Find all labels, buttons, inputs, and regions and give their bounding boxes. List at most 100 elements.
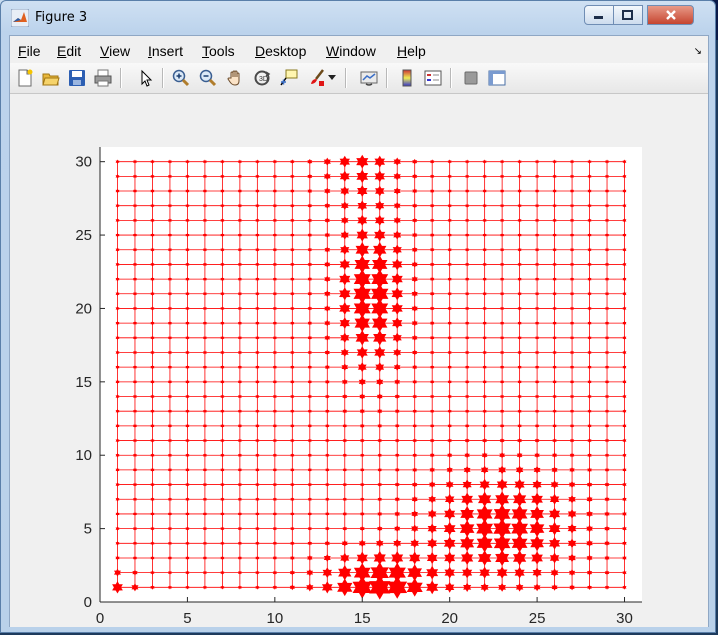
dock-arrow-icon[interactable]: ↘ <box>693 46 702 57</box>
data-point <box>587 188 592 194</box>
menu-tools[interactable]: Tools <box>202 43 235 59</box>
link-plot-icon[interactable] <box>358 67 380 89</box>
scatter-plot[interactable]: 0 5 10 15 20 25 30 0 5 10 15 20 25 30 <box>10 94 708 627</box>
figure-canvas[interactable]: 0 5 10 15 20 25 30 0 5 10 15 20 25 30 <box>10 94 708 627</box>
data-point <box>605 364 609 370</box>
legend-icon[interactable] <box>422 67 444 89</box>
data-point <box>237 188 242 194</box>
data-point <box>500 203 505 208</box>
data-point <box>516 452 523 459</box>
data-point <box>374 228 386 242</box>
data-point <box>340 552 350 564</box>
data-point <box>535 218 539 223</box>
data-point <box>133 276 137 282</box>
data-point <box>290 526 295 531</box>
data-point <box>369 575 391 600</box>
data-point <box>447 306 452 311</box>
data-point <box>430 320 435 326</box>
data-point <box>203 262 207 267</box>
data-point <box>168 570 172 575</box>
data-point <box>185 379 190 385</box>
brush-dropdown-chevron-down-icon[interactable] <box>326 67 338 89</box>
data-point <box>150 174 155 179</box>
data-point <box>356 346 368 359</box>
print-icon[interactable] <box>92 67 114 89</box>
data-point <box>394 481 400 488</box>
data-point <box>150 408 155 414</box>
data-point <box>622 262 627 267</box>
maximize-button[interactable] <box>613 5 643 25</box>
zoom-in-icon[interactable] <box>170 67 192 89</box>
pan-icon[interactable] <box>224 67 246 89</box>
data-cursor-icon[interactable] <box>278 67 300 89</box>
data-point <box>272 350 277 355</box>
show-plot-tools-icon[interactable] <box>486 67 508 89</box>
data-point <box>168 467 172 473</box>
data-point <box>392 332 402 344</box>
data-point <box>552 350 557 355</box>
data-point <box>131 583 139 592</box>
menu-file[interactable]: File <box>18 43 41 59</box>
data-point <box>371 298 389 319</box>
menu-insert[interactable]: Insert <box>148 43 184 59</box>
title-bar[interactable]: Figure 3 <box>1 1 717 35</box>
data-point <box>325 408 330 414</box>
data-point <box>391 287 403 301</box>
data-point <box>133 320 137 326</box>
data-point <box>290 291 295 296</box>
menu-edit[interactable]: Edit <box>57 43 82 59</box>
edit-plot-icon[interactable] <box>135 67 157 89</box>
minimize-button[interactable] <box>584 5 614 25</box>
data-point <box>203 364 207 370</box>
rotate-3d-icon[interactable]: 3D <box>251 67 273 89</box>
data-point <box>552 364 557 370</box>
data-point <box>391 551 404 565</box>
close-icon <box>665 10 676 20</box>
data-point <box>115 247 120 252</box>
data-point <box>479 566 490 579</box>
data-point <box>496 478 508 491</box>
data-point <box>482 364 487 370</box>
data-point <box>370 562 389 584</box>
x-tick-label: 25 <box>529 610 546 627</box>
data-point <box>374 214 385 226</box>
data-point <box>482 423 487 429</box>
data-point <box>353 562 371 583</box>
brush-icon[interactable] <box>306 67 328 89</box>
new-figure-icon[interactable] <box>14 67 36 89</box>
data-point <box>411 510 418 518</box>
data-point <box>272 291 277 296</box>
data-point <box>604 540 610 547</box>
data-point <box>447 350 452 355</box>
data-point <box>443 536 456 550</box>
hide-plot-tools-icon[interactable] <box>460 67 482 89</box>
open-file-icon[interactable] <box>40 67 62 89</box>
menu-help[interactable]: Help <box>397 43 426 59</box>
data-point <box>150 247 155 252</box>
data-point <box>272 364 277 370</box>
data-point <box>255 276 260 282</box>
data-point <box>185 247 190 252</box>
data-point <box>324 246 331 253</box>
zoom-out-icon[interactable] <box>197 67 219 89</box>
data-point <box>410 538 419 549</box>
data-point <box>203 555 207 561</box>
data-point <box>272 306 277 311</box>
data-point <box>605 203 609 208</box>
data-point <box>133 541 137 546</box>
data-point <box>622 540 627 546</box>
data-point <box>375 185 385 197</box>
save-icon[interactable] <box>66 67 88 89</box>
data-point <box>388 562 406 583</box>
menu-view[interactable]: View <box>100 43 131 59</box>
data-point <box>447 159 452 164</box>
data-point <box>444 551 456 565</box>
data-point <box>460 506 475 522</box>
data-point <box>220 438 225 443</box>
colorbar-icon[interactable] <box>396 67 418 89</box>
menu-window[interactable]: Window <box>326 43 376 59</box>
close-button[interactable] <box>647 5 694 25</box>
menu-desktop[interactable]: Desktop <box>255 43 307 59</box>
data-point <box>255 482 260 487</box>
data-point <box>587 467 592 473</box>
